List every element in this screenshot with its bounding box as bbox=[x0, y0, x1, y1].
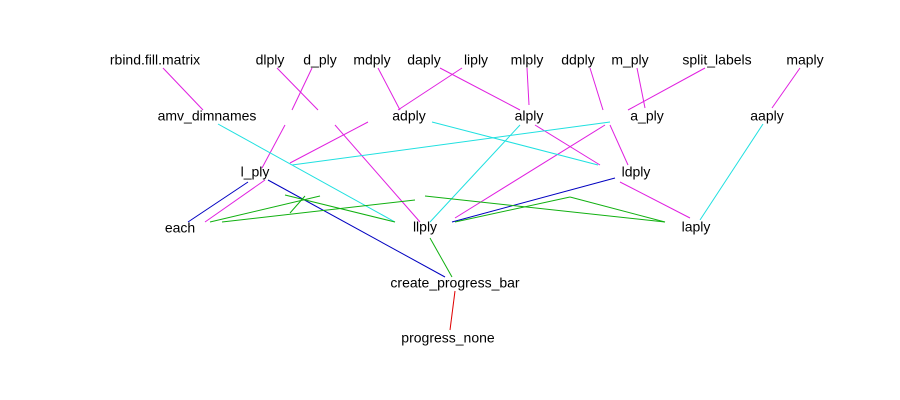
node-label: create_progress_bar bbox=[390, 275, 520, 291]
edge bbox=[449, 290, 456, 331]
node-label: progress_none bbox=[401, 330, 495, 346]
edge bbox=[429, 237, 453, 278]
edge bbox=[284, 194, 396, 223]
node-label: a_ply bbox=[630, 108, 663, 124]
edge bbox=[267, 179, 446, 278]
edge bbox=[609, 124, 629, 166]
node-label: mdply bbox=[353, 52, 390, 68]
edge bbox=[221, 199, 416, 223]
node-label: ddply bbox=[561, 52, 594, 68]
nodes: rbind.fill.matrix dlply d_ply mdply dapl… bbox=[110, 52, 824, 346]
edge bbox=[334, 124, 421, 223]
node-label: adply bbox=[392, 108, 425, 124]
edge bbox=[569, 196, 666, 223]
edge bbox=[424, 195, 666, 223]
edge bbox=[451, 177, 616, 223]
edge bbox=[771, 67, 801, 109]
edge bbox=[291, 121, 611, 166]
edge bbox=[619, 181, 691, 219]
edge bbox=[439, 67, 521, 111]
node-label: mlply bbox=[511, 52, 544, 68]
edge bbox=[162, 67, 204, 111]
node-label: laply bbox=[682, 219, 711, 235]
node-label: aaply bbox=[750, 108, 783, 124]
edge bbox=[431, 121, 599, 166]
edge bbox=[699, 123, 764, 221]
edge bbox=[454, 196, 571, 223]
node-label: daply bbox=[407, 52, 440, 68]
edge bbox=[454, 124, 606, 219]
edge bbox=[276, 67, 319, 111]
edge bbox=[429, 124, 521, 223]
edge bbox=[291, 67, 313, 111]
node-label: alply bbox=[515, 108, 544, 124]
edge bbox=[589, 67, 604, 111]
node-label: d_ply bbox=[303, 52, 336, 68]
node-label: dlply bbox=[256, 52, 285, 68]
node-label: amv_dimnames bbox=[158, 108, 257, 124]
edge bbox=[534, 124, 601, 166]
edge bbox=[187, 181, 249, 223]
node-label: rbind.fill.matrix bbox=[110, 52, 200, 68]
edge bbox=[627, 67, 706, 111]
node-label: maply bbox=[786, 52, 823, 68]
node-label: liply bbox=[464, 52, 488, 68]
edge bbox=[526, 67, 530, 106]
edge bbox=[397, 67, 463, 111]
node-label: each bbox=[165, 220, 195, 236]
edge bbox=[377, 67, 401, 111]
edge bbox=[636, 67, 646, 109]
node-label: l_ply bbox=[241, 164, 270, 180]
edge bbox=[204, 179, 266, 223]
edges bbox=[162, 67, 801, 331]
node-label: split_labels bbox=[682, 52, 751, 68]
edge bbox=[289, 121, 369, 164]
edge bbox=[289, 195, 306, 214]
edge bbox=[261, 124, 286, 169]
node-label: ldply bbox=[622, 164, 651, 180]
node-label: llply bbox=[413, 219, 437, 235]
node-label: m_ply bbox=[611, 52, 648, 68]
